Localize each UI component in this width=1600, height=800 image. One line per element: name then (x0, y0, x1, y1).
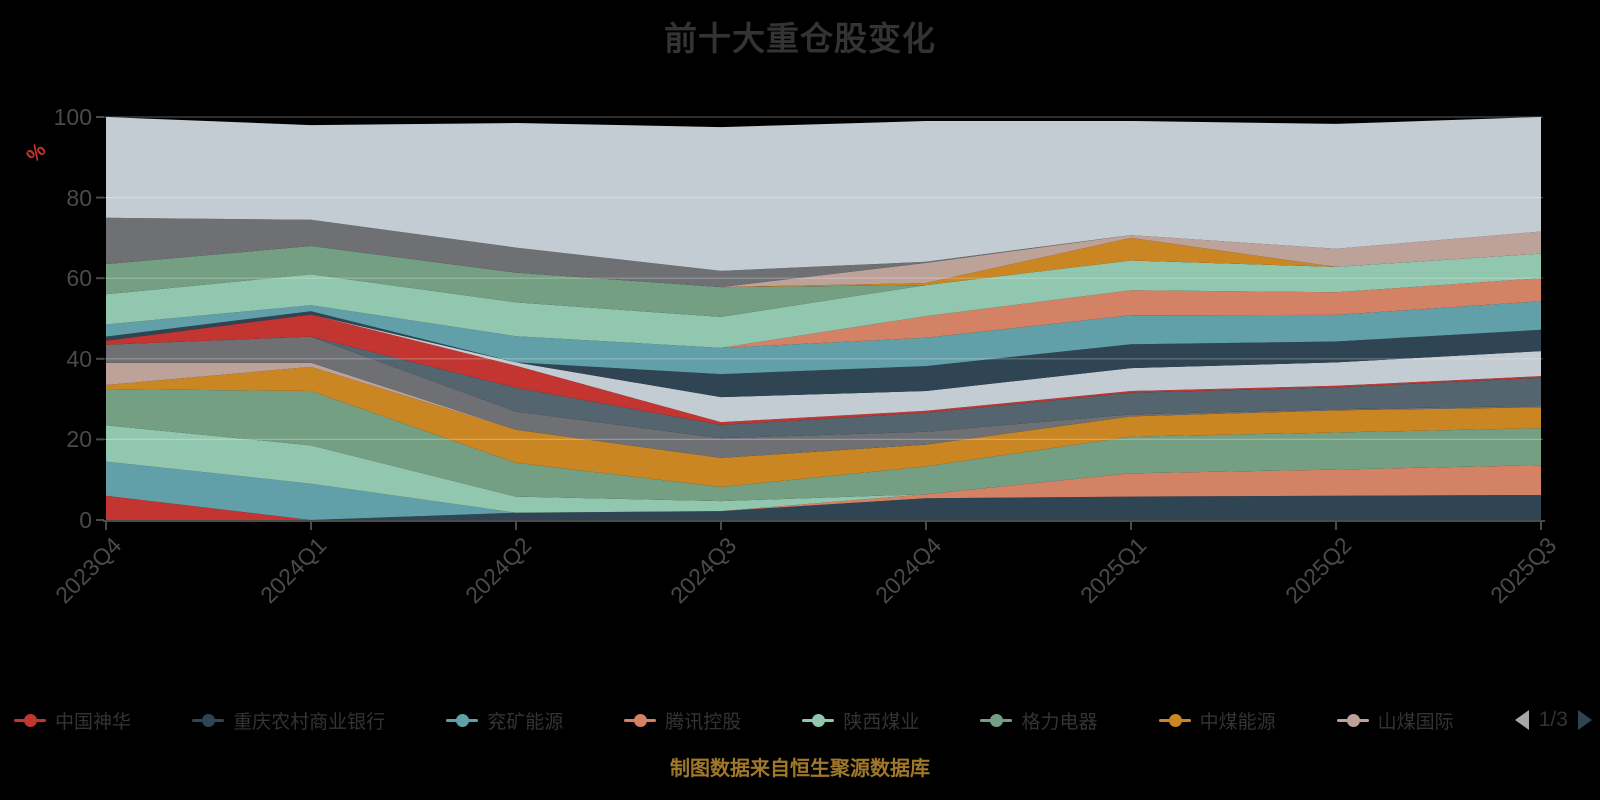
legend-marker-icon (980, 713, 1013, 727)
legend-marker-icon (1158, 713, 1191, 727)
legend-item-1[interactable]: 中国神华 (14, 707, 131, 734)
area-band-band-17 (106, 246, 1541, 317)
area-band-band-06 (106, 389, 1541, 502)
area-band-band-13 (106, 311, 1541, 398)
legend-item-2[interactable]: 重庆农村商业银行 (192, 707, 385, 734)
legend-pager: 1/3 (1514, 708, 1592, 732)
area-band-band-20 (106, 217, 1541, 288)
y-axis-tick-label: 20 (66, 426, 92, 453)
legend-marker-icon (1336, 713, 1369, 727)
area-band-band-15 (106, 278, 1541, 348)
area-band-band-18 (106, 237, 1541, 288)
area-band-band-08 (106, 362, 1541, 458)
legend-label: 山煤国际 (1377, 711, 1454, 733)
y-axis-tick-label: 100 (53, 104, 92, 130)
area-band-band-05 (106, 425, 1541, 513)
legend-marker-icon (802, 713, 835, 727)
area-band-band-03 (106, 465, 1541, 520)
y-axis-tick-label: 60 (66, 265, 92, 292)
legend-item-4[interactable]: 腾讯控股 (624, 707, 741, 734)
data-source-note: 制图数据来自恒生聚源数据库 (670, 758, 930, 780)
area-band-band-01 (106, 495, 1541, 520)
area-band-band-21 (106, 117, 1541, 271)
legend-label: 腾讯控股 (665, 711, 742, 733)
area-band-band-16 (106, 253, 1541, 348)
legend-prev-icon[interactable] (1514, 710, 1529, 730)
area-band-band-10 (106, 336, 1541, 439)
area-band-band-07 (106, 366, 1541, 487)
legend-item-8[interactable]: 山煤国际 (1336, 707, 1454, 734)
legend-label: 重庆农村商业银行 (233, 711, 386, 733)
area-band-band-11 (106, 314, 1541, 425)
legend-item-6[interactable]: 格力电器 (980, 707, 1097, 734)
legend-label: 格力电器 (1021, 711, 1098, 733)
legend-item-7[interactable]: 中煤能源 (1158, 707, 1276, 734)
legend-label: 中国神华 (55, 711, 132, 733)
chart-title: 前十大重仓股变化 (664, 20, 936, 57)
legend-next-icon[interactable] (1577, 710, 1592, 730)
area-band-band-19 (106, 231, 1541, 288)
legend-marker-icon (446, 713, 479, 727)
legend-label: 兖矿能源 (487, 711, 564, 733)
area-band-band-12 (106, 314, 1541, 423)
legend-page-indicator: 1/3 (1538, 708, 1568, 731)
area-band-band-02 (106, 495, 1541, 520)
y-axis-tick-label: 0 (79, 507, 92, 533)
area-band-band-09 (106, 336, 1541, 458)
legend-item-3[interactable]: 兖矿能源 (446, 707, 563, 734)
area-band-band-14 (106, 301, 1541, 375)
legend-marker-icon (14, 713, 46, 727)
legend-label: 中煤能源 (1199, 711, 1276, 733)
legend: 中国神华 重庆农村商业银行 兖矿能源 腾讯控股 陕西煤业 格力电器 中煤能源 山煤国际 1/3 (14, 702, 1592, 738)
y-axis-tick-label: 80 (66, 184, 92, 211)
y-axis-tick-label: 40 (66, 345, 92, 372)
legend-marker-icon (192, 713, 225, 727)
legend-label: 陕西煤业 (843, 711, 920, 733)
legend-marker-icon (624, 713, 657, 727)
legend-item-5[interactable]: 陕西煤业 (802, 707, 919, 734)
